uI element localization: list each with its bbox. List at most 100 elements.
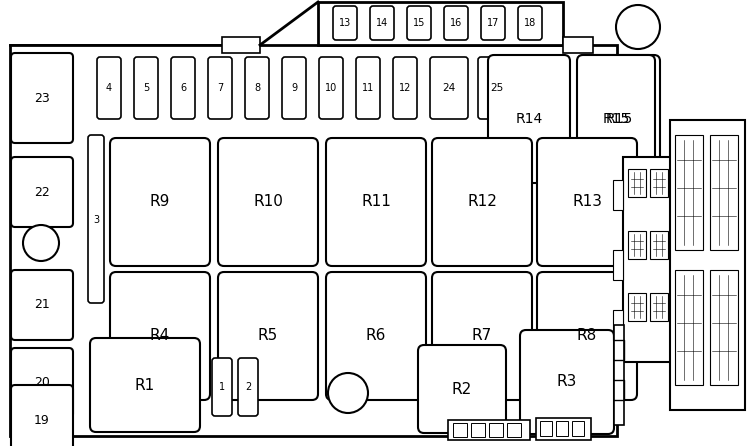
FancyBboxPatch shape: [90, 338, 200, 432]
Bar: [710, 270, 738, 385]
Bar: [318, 2, 563, 45]
Text: R11: R11: [361, 194, 391, 210]
Text: 5: 5: [142, 83, 149, 93]
Text: R6: R6: [366, 329, 386, 343]
Text: 24: 24: [442, 83, 455, 93]
Bar: [563, 37, 593, 53]
Text: R13: R13: [572, 194, 602, 210]
Bar: [675, 135, 703, 250]
FancyBboxPatch shape: [212, 358, 232, 416]
Text: R15: R15: [602, 112, 630, 126]
Bar: [10, 45, 617, 436]
Bar: [507, 423, 521, 437]
FancyBboxPatch shape: [488, 55, 570, 183]
FancyBboxPatch shape: [333, 6, 357, 40]
Bar: [613, 250, 623, 280]
Bar: [448, 420, 530, 440]
Circle shape: [328, 373, 368, 413]
Bar: [222, 37, 260, 53]
Bar: [540, 421, 552, 436]
Text: 15: 15: [413, 18, 425, 28]
FancyBboxPatch shape: [134, 57, 158, 119]
Bar: [710, 135, 738, 250]
Text: 19: 19: [34, 413, 50, 426]
Text: 1: 1: [219, 382, 225, 392]
FancyBboxPatch shape: [326, 272, 426, 400]
Text: R3: R3: [556, 375, 578, 389]
Text: 21: 21: [34, 298, 50, 311]
Text: R15: R15: [605, 112, 632, 126]
Text: R1: R1: [135, 377, 155, 392]
Text: 17: 17: [487, 18, 500, 28]
Text: 4: 4: [106, 83, 112, 93]
Text: R8: R8: [577, 329, 597, 343]
FancyBboxPatch shape: [97, 57, 121, 119]
Bar: [650, 231, 668, 259]
Text: 10: 10: [325, 83, 338, 93]
Bar: [628, 293, 646, 321]
Bar: [670, 120, 745, 410]
Bar: [613, 310, 623, 340]
Text: 25: 25: [490, 83, 504, 93]
FancyBboxPatch shape: [11, 348, 73, 418]
FancyBboxPatch shape: [370, 6, 394, 40]
Bar: [453, 423, 467, 437]
Bar: [489, 423, 503, 437]
Bar: [675, 270, 703, 385]
Text: R2: R2: [452, 381, 472, 396]
FancyBboxPatch shape: [578, 55, 660, 183]
Text: 14: 14: [376, 18, 388, 28]
Text: R10: R10: [253, 194, 283, 210]
FancyBboxPatch shape: [356, 57, 380, 119]
Text: 22: 22: [34, 186, 50, 198]
FancyBboxPatch shape: [478, 57, 516, 119]
Text: 2: 2: [244, 382, 251, 392]
FancyBboxPatch shape: [11, 157, 73, 227]
Text: 7: 7: [217, 83, 223, 93]
FancyBboxPatch shape: [432, 272, 532, 400]
Bar: [650, 293, 668, 321]
FancyBboxPatch shape: [518, 6, 542, 40]
FancyBboxPatch shape: [520, 330, 614, 434]
FancyBboxPatch shape: [171, 57, 195, 119]
FancyBboxPatch shape: [326, 138, 426, 266]
Text: R7: R7: [472, 329, 492, 343]
FancyBboxPatch shape: [245, 57, 269, 119]
Text: 13: 13: [339, 18, 351, 28]
Bar: [628, 231, 646, 259]
Text: 23: 23: [34, 91, 50, 104]
Text: 12: 12: [399, 83, 411, 93]
FancyBboxPatch shape: [319, 57, 343, 119]
FancyBboxPatch shape: [407, 6, 431, 40]
FancyBboxPatch shape: [393, 57, 417, 119]
Bar: [471, 423, 485, 437]
FancyBboxPatch shape: [110, 272, 210, 400]
Bar: [572, 421, 584, 436]
FancyBboxPatch shape: [418, 345, 506, 433]
FancyBboxPatch shape: [238, 358, 258, 416]
Bar: [613, 180, 623, 210]
Text: 9: 9: [291, 83, 297, 93]
FancyBboxPatch shape: [11, 385, 73, 446]
FancyBboxPatch shape: [11, 53, 73, 143]
FancyBboxPatch shape: [218, 272, 318, 400]
Circle shape: [23, 225, 59, 261]
FancyBboxPatch shape: [208, 57, 232, 119]
FancyBboxPatch shape: [577, 55, 655, 183]
Text: 18: 18: [524, 18, 536, 28]
FancyBboxPatch shape: [444, 6, 468, 40]
Bar: [628, 169, 646, 197]
Text: R5: R5: [258, 329, 278, 343]
Bar: [650, 169, 668, 197]
Text: 20: 20: [34, 376, 50, 389]
Text: 6: 6: [180, 83, 186, 93]
Text: R14: R14: [515, 112, 542, 126]
FancyBboxPatch shape: [282, 57, 306, 119]
Text: R12: R12: [467, 194, 497, 210]
FancyBboxPatch shape: [218, 138, 318, 266]
FancyBboxPatch shape: [11, 270, 73, 340]
Bar: [614, 325, 624, 425]
FancyBboxPatch shape: [430, 57, 468, 119]
Bar: [556, 421, 568, 436]
FancyBboxPatch shape: [88, 135, 104, 303]
